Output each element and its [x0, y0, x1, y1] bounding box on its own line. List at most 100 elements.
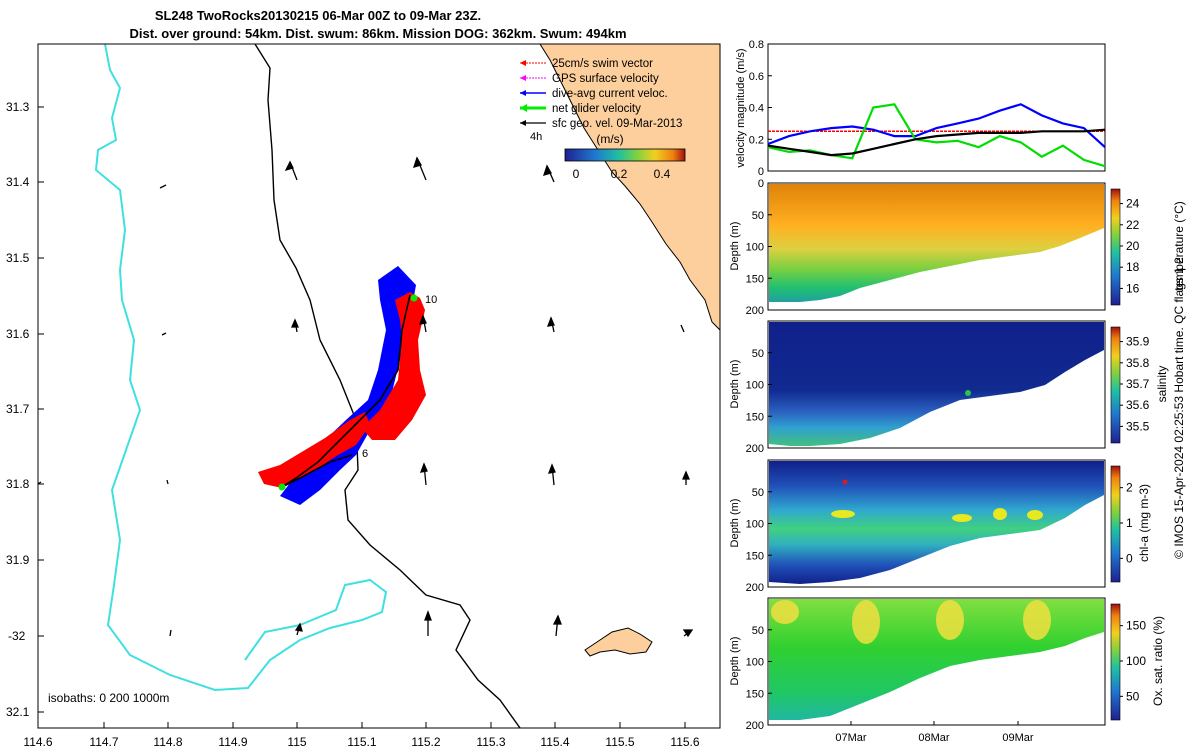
colorbar-tick-label: 22: [1126, 218, 1140, 232]
depth-tick-label: 50: [752, 487, 764, 499]
depth-tick-label: 50: [752, 348, 764, 360]
side-credit: © IMOS 15-Apr-2024 02:25:53 Hobart time.…: [1172, 257, 1186, 559]
svg-text:114.8: 114.8: [153, 735, 182, 749]
legend-sfc-geo-velocity: sfc geo. vel. 09-Mar-2013: [552, 118, 682, 130]
salinity-clabel: salinity: [1155, 366, 1169, 403]
depth-tick-label: 200: [746, 305, 764, 317]
day-label-6: 6: [362, 448, 368, 460]
isobath-black: [254, 44, 521, 728]
velocity-ytick-label: 0.8: [749, 39, 764, 51]
depth-tick-label: 200: [746, 582, 764, 594]
salinity-ylabel: Depth (m): [729, 360, 741, 409]
day-label-10: 10: [425, 294, 437, 306]
svg-text:-32: -32: [8, 629, 26, 643]
depth-tick-label: 100: [746, 380, 764, 392]
oxygen-colorbar: [1110, 603, 1121, 721]
glider-start-marker: [410, 294, 418, 302]
temperature-ylabel: Depth (m): [729, 222, 741, 271]
chlorophyll-y-ticks: 50 100 150 200: [746, 487, 772, 594]
depth-tick-label: 100: [746, 242, 764, 254]
legend-dive-avg-current: dive-avg current veloc.: [552, 88, 668, 100]
temperature-field: [769, 184, 1104, 302]
colorbar-tick-label: 35.8: [1126, 356, 1150, 370]
velocity-colorbar: (m/s) 0 0.2 0.4: [564, 132, 686, 181]
chlorophyll-section: 50 100 150 200 Depth (m) 0 1 2 chl-a (mg m-3): [729, 459, 1151, 594]
legend-gps-velocity: GPS surface velocity: [552, 73, 659, 85]
velocity-ytick-label: 0: [758, 166, 764, 178]
salinity-anomaly-dot: [965, 390, 971, 396]
velocity-series-1: [767, 103, 1106, 149]
velocity-ytick-label: 0.6: [749, 71, 764, 83]
svg-text:0: 0: [573, 167, 580, 181]
depth-tick-label: 100: [746, 519, 764, 531]
colorbar-tick-label: 24: [1126, 197, 1140, 211]
velocity-series-3: [767, 128, 1106, 157]
oxygen-y-ticks: 50 100 150 200: [746, 625, 772, 732]
chlorophyll-spike: [842, 479, 848, 485]
legend-net-glider-velocity: net glider velocity: [552, 103, 641, 115]
depth-tick-label: 0: [758, 178, 764, 190]
velocity-y-ticks: 0 0.2 0.4 0.6 0.8: [749, 39, 772, 178]
depth-tick-label: 150: [746, 688, 764, 700]
svg-text:115.6: 115.6: [670, 735, 699, 749]
track-red-envelope-south: [258, 412, 370, 488]
depth-tick-label: 200: [746, 720, 764, 732]
sfc-velocity-vectors: [38, 156, 694, 638]
svg-text:31.8: 31.8: [6, 477, 30, 491]
map-lat-ticks: 31.3 31.4 31.5 31.6 31.7 31.8 31.9 -32 3…: [6, 100, 44, 719]
velocity-ytick-label: 0.2: [749, 134, 764, 146]
oxygen-maximum-patches: [771, 600, 1051, 644]
chlorophyll-ylabel: Depth (m): [729, 499, 741, 548]
glider-track: [281, 294, 411, 488]
svg-text:115.5: 115.5: [605, 735, 634, 749]
svg-text:115.4: 115.4: [540, 735, 569, 749]
temperature-clabel: temperature (°C): [1172, 201, 1186, 291]
temperature-colorbar-ticks: 16 18 20 22 24: [1120, 197, 1140, 295]
salinity-field: [769, 322, 1104, 446]
colorbar-tick-label: 50: [1126, 689, 1140, 703]
svg-text:0.4: 0.4: [654, 167, 671, 181]
temperature-colorbar: [1110, 188, 1121, 306]
map-legend: 25cm/s swim vector GPS surface velocity …: [520, 58, 682, 130]
depth-tick-label: 150: [746, 550, 764, 562]
time-tick-label: 07Mar: [835, 732, 867, 744]
svg-text:114.6: 114.6: [23, 735, 52, 749]
chlorophyll-colorbar: [1110, 465, 1121, 583]
salinity-colorbar: [1110, 326, 1121, 444]
svg-text:31.5: 31.5: [6, 251, 30, 265]
colorbar-tick-label: 0: [1126, 551, 1133, 565]
svg-text:115.2: 115.2: [411, 735, 440, 749]
colorbar-tick-label: 16: [1126, 281, 1140, 295]
chlorophyll-colorbar-ticks: 0 1 2: [1120, 481, 1133, 565]
glider-end-marker: [278, 483, 286, 491]
depth-tick-label: 150: [746, 273, 764, 285]
isobath-cyan: [94, 44, 388, 692]
colorbar-tick-label: 20: [1126, 239, 1140, 253]
svg-text:31.3: 31.3: [6, 100, 30, 114]
svg-text:114.9: 114.9: [218, 735, 247, 749]
oxygen-clabel: Ox. sat. ratio (%): [1151, 616, 1165, 706]
oxygen-section: 50 100 150 200 Depth (m) 50 100 150 Ox. sat. …: [729, 597, 1165, 744]
chlorophyll-maximum-patches: [831, 508, 1043, 522]
velocity-ytick-label: 0.4: [749, 103, 764, 115]
colorbar-unit: (m/s): [596, 132, 623, 146]
velocity-ylabel: velocity magnitude (m/s): [735, 48, 747, 167]
figure-title-line-1: SL248 TwoRocks20130215 06-Mar 00Z to 09-…: [155, 8, 481, 23]
svg-text:31.7: 31.7: [6, 402, 30, 416]
svg-text:31.9: 31.9: [6, 553, 30, 567]
depth-tick-label: 150: [746, 411, 764, 423]
depth-tick-label: 50: [752, 625, 764, 637]
depth-tick-label: 100: [746, 657, 764, 669]
salinity-colorbar-ticks: 35.5 35.6 35.7 35.8 35.9: [1120, 335, 1150, 433]
depth-tick-label: 200: [746, 443, 764, 455]
time-marker-label: 4h: [530, 131, 542, 143]
colorbar-tick-label: 35.7: [1126, 377, 1150, 391]
legend-swim-vector: 25cm/s swim vector: [552, 58, 653, 70]
colorbar-tick-label: 100: [1126, 654, 1146, 668]
time-tick-label: 09Mar: [1002, 732, 1034, 744]
isobath-label: isobaths: 0 200 1000m: [48, 691, 169, 705]
figure-title-line-2: Dist. over ground: 54km. Dist. swum: 86k…: [129, 26, 626, 41]
oxygen-ylabel: Depth (m): [729, 637, 741, 686]
svg-text:115.1: 115.1: [347, 735, 376, 749]
